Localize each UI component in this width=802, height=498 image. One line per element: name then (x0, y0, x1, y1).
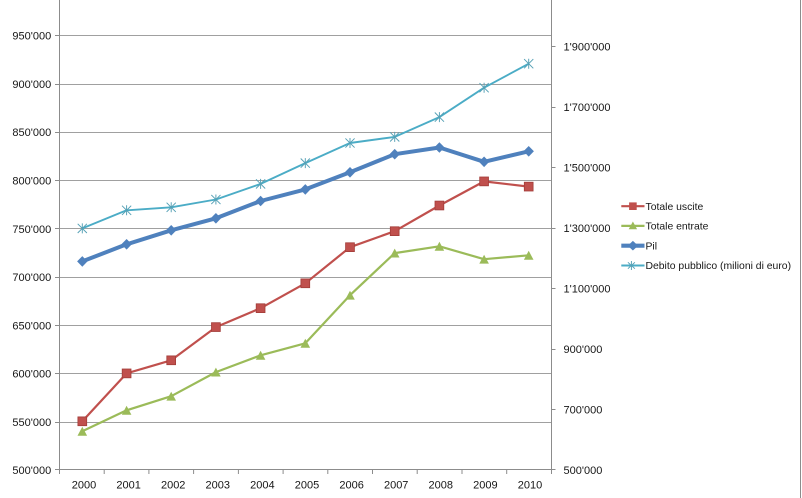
svg-text:500'000: 500'000 (564, 465, 603, 477)
svg-text:2001: 2001 (116, 479, 140, 491)
svg-text:2000: 2000 (72, 479, 96, 491)
svg-text:1'700'000: 1'700'000 (564, 102, 611, 114)
svg-text:Totale uscite: Totale uscite (646, 202, 704, 213)
svg-text:650'000: 650'000 (12, 320, 51, 332)
svg-text:850'000: 850'000 (12, 127, 51, 139)
svg-text:1'300'000: 1'300'000 (564, 223, 611, 235)
svg-text:600'000: 600'000 (12, 369, 51, 381)
svg-text:700'000: 700'000 (12, 272, 51, 284)
svg-text:1'900'000: 1'900'000 (564, 41, 611, 53)
svg-text:2006: 2006 (339, 479, 363, 491)
svg-text:1'500'000: 1'500'000 (564, 162, 611, 174)
svg-text:2009: 2009 (473, 479, 497, 491)
svg-text:900'000: 900'000 (564, 344, 603, 356)
svg-text:500'000: 500'000 (12, 465, 51, 477)
svg-text:2007: 2007 (384, 479, 408, 491)
svg-text:2002: 2002 (161, 479, 185, 491)
svg-text:950'000: 950'000 (12, 30, 51, 42)
svg-text:700'000: 700'000 (564, 404, 603, 416)
svg-text:2008: 2008 (429, 479, 453, 491)
svg-text:550'000: 550'000 (12, 417, 51, 429)
svg-text:750'000: 750'000 (12, 224, 51, 236)
svg-text:Pil: Pil (646, 241, 658, 252)
svg-text:Totale entrate: Totale entrate (646, 222, 709, 233)
svg-text:2010: 2010 (518, 479, 542, 491)
svg-text:2003: 2003 (206, 479, 230, 491)
svg-text:Debito pubblico (milioni di eu: Debito pubblico (milioni di euro) (646, 261, 792, 272)
svg-text:800'000: 800'000 (12, 176, 51, 188)
svg-text:2005: 2005 (295, 479, 319, 491)
svg-text:2004: 2004 (250, 479, 274, 491)
svg-text:1'100'000: 1'100'000 (564, 283, 611, 295)
svg-text:900'000: 900'000 (12, 79, 51, 91)
